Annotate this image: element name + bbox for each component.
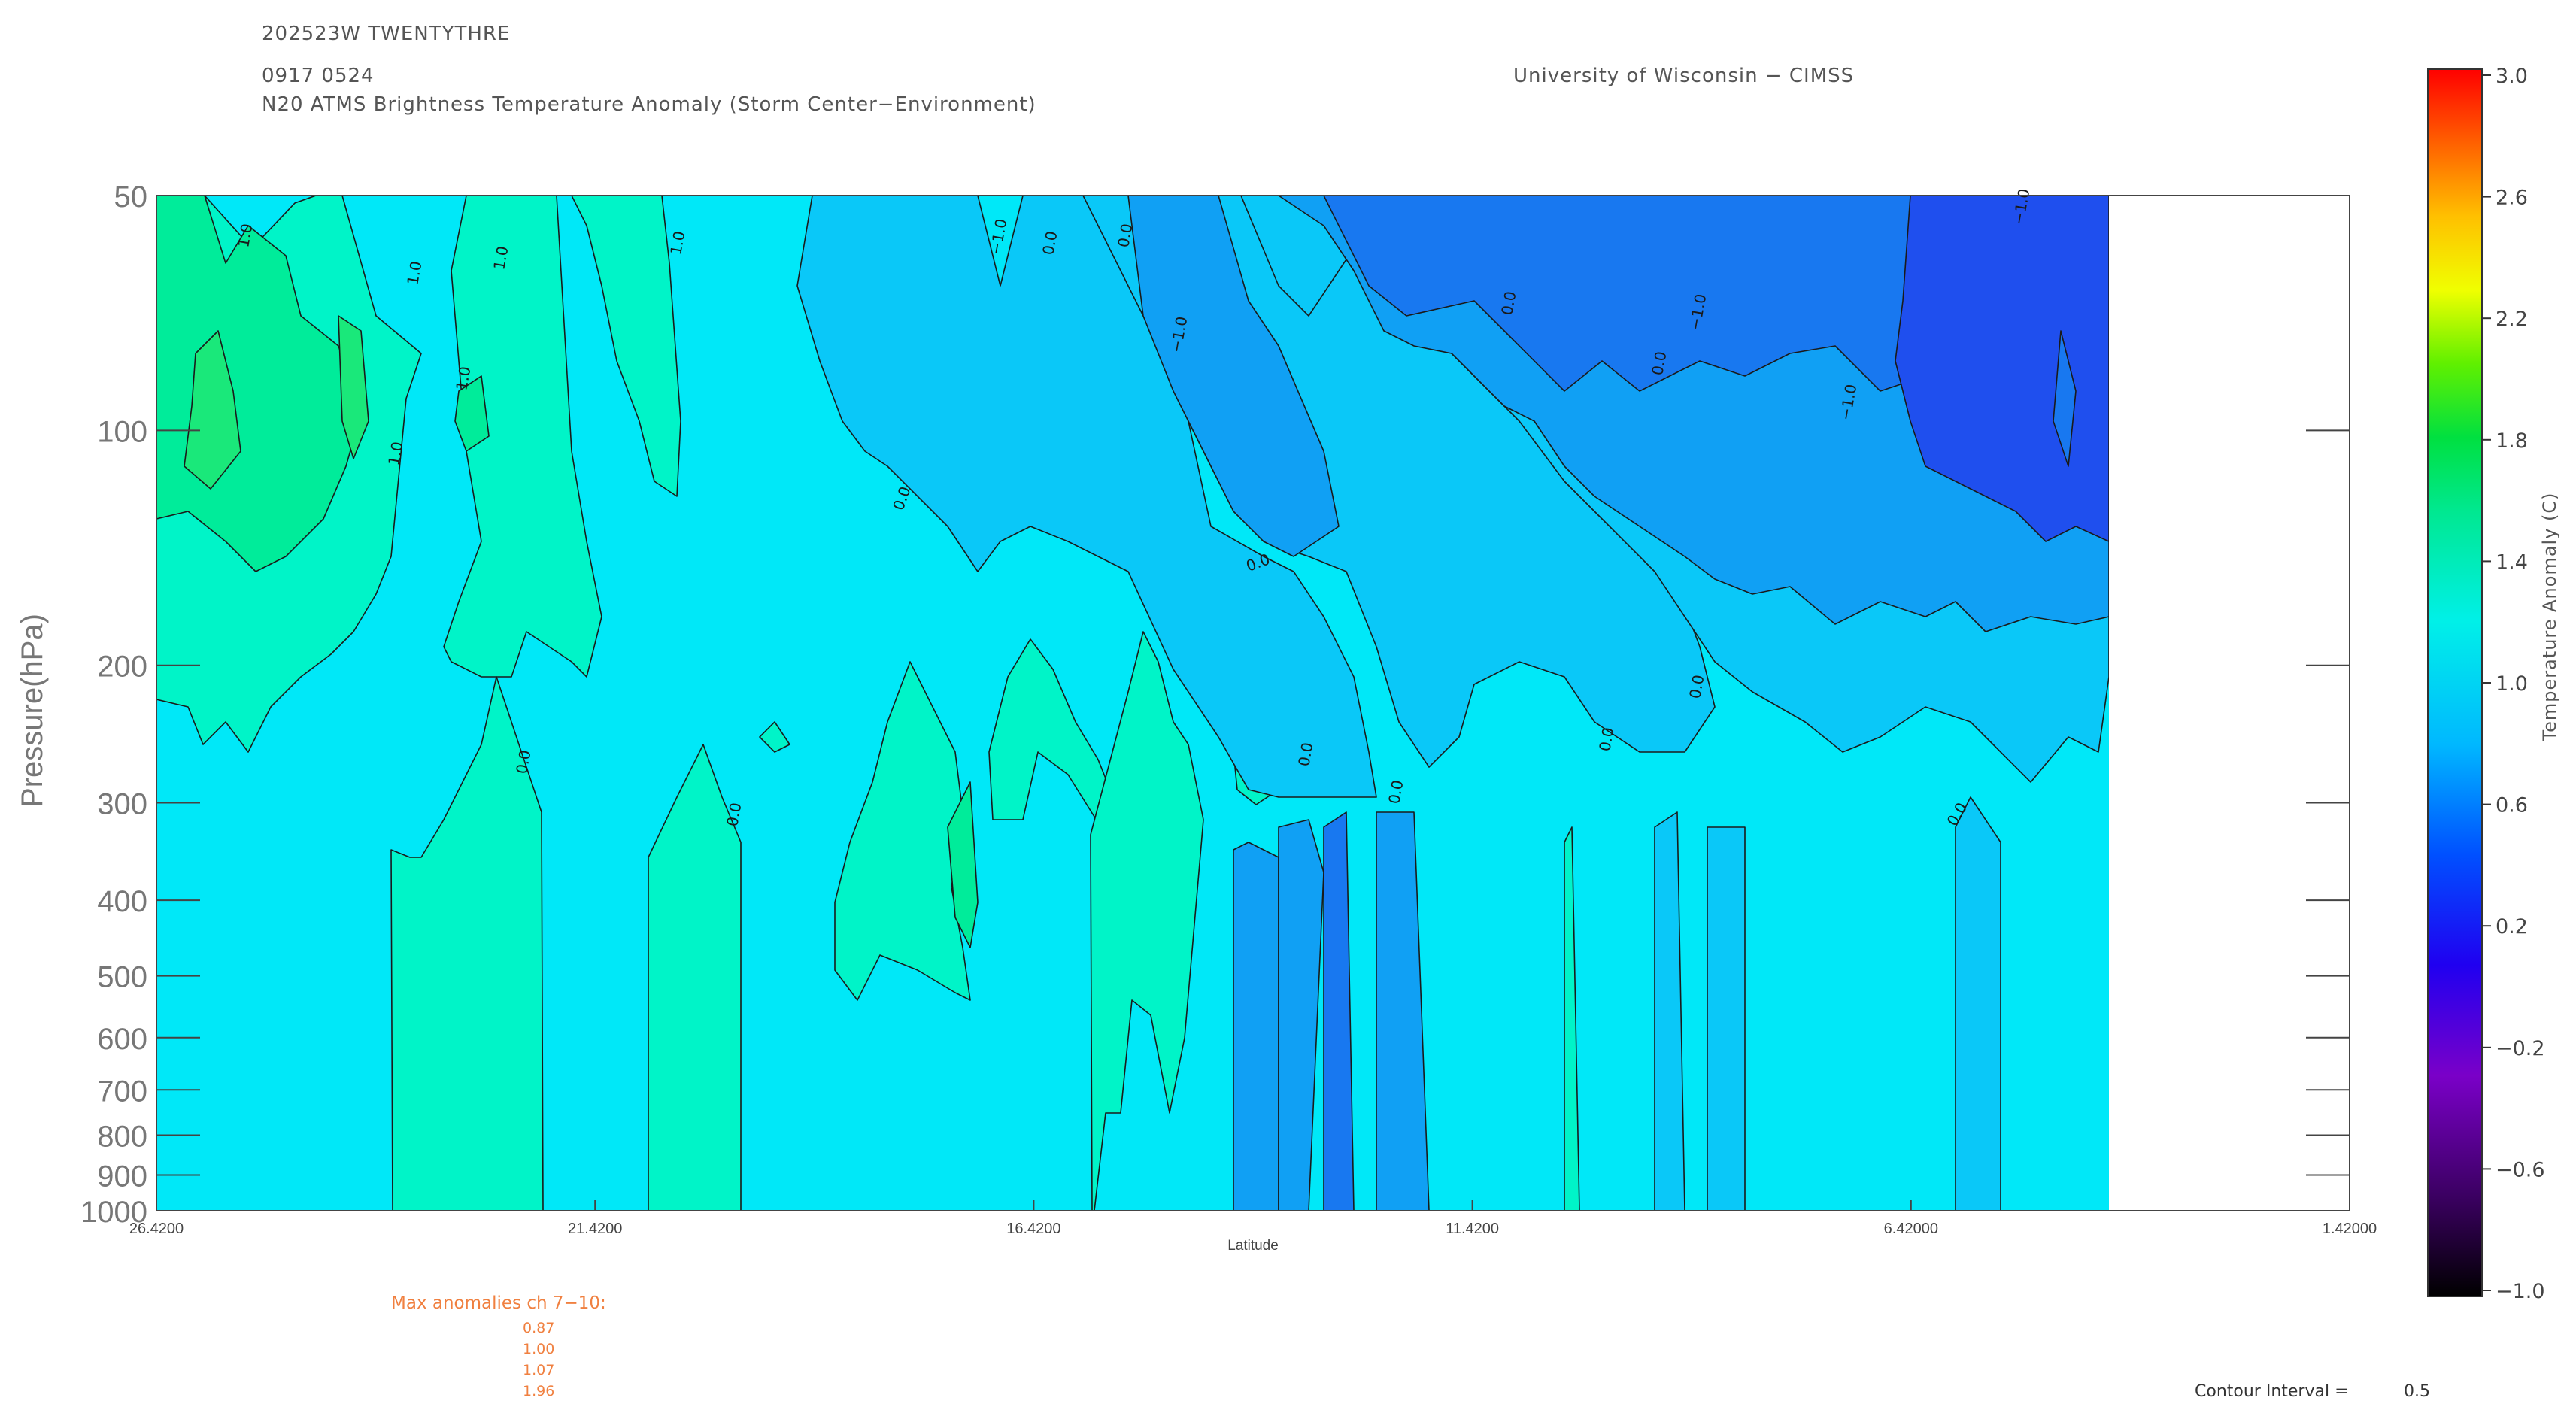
x-tick-label: 1.42000 [2323,1221,2377,1237]
warmer-cell [454,375,490,452]
datetime: 0917 0524 [262,65,375,87]
colorbar-tick-label: −1.0 [2496,1280,2545,1303]
warm-cell [759,721,790,753]
y-tick-label: 800 [97,1120,147,1153]
y-tick-label: 100 [97,415,147,448]
contour-label: 0.0 [1497,290,1519,316]
max-anomaly-value: 1.07 [523,1362,555,1378]
axes: 50 100 200 300 400 500 600 700 800 900100026.4200… [80,180,2377,1237]
x-tick-label: 26.4200 [129,1221,184,1237]
y-tick-label: 900 [97,1160,147,1193]
x-tick-label: 11.4200 [1446,1221,1499,1237]
warm-region [834,661,971,1001]
x-tick-label: 21.4200 [568,1221,622,1237]
colorbar-tick-label: 3.0 [2496,65,2528,88]
colorbar-tick-label: 0.6 [2496,794,2528,817]
cool-column [1233,842,1279,1211]
contour-label: 0.0 [1294,741,1316,767]
cool-column [1323,811,1355,1211]
warm-region [571,196,681,497]
colorbar-tick-label: 0.2 [2496,915,2528,939]
contour-label: 0.0 [1648,350,1670,376]
product-title: N20 ATMS Brightness Temperature Anomaly … [262,93,1036,116]
cool-column [1278,819,1324,1211]
colorbar-tick-label: 1.4 [2496,550,2528,574]
institution: University of Wisconsin − CIMSS [1513,65,1855,87]
colorbar-tick-label: 1.0 [2496,672,2528,696]
y-tick-label: 50 [114,180,148,214]
contour-label: 1.0 [452,365,474,391]
warm-column [648,744,742,1211]
warmer-cell [947,781,979,948]
cool-column [1376,811,1430,1211]
max-anomaly-value: 0.87 [523,1320,555,1336]
warmest-cell [184,330,241,490]
contour-label: 1.0 [384,440,406,466]
x-axis-label: Latitude [1227,1238,1279,1254]
warm-column [1564,826,1580,1211]
colorbar-tick-label: −0.6 [2496,1158,2545,1181]
contour-label: 0.0 [1595,726,1617,752]
warm-column [390,676,544,1211]
x-tick-label: 16.4200 [1006,1221,1060,1237]
plot-frame [156,195,2350,1211]
contour-label: 1.0 [490,244,511,271]
colorbar-tick-label: 2.2 [2496,308,2528,331]
contour-label: 1.0 [403,259,425,286]
colorbar [2427,68,2483,1297]
colorbar-ticks: 3.0 2.6 2.2 1.8 1.4 1.0 0.6 0.2 −0.2 −0.6 −1.0 [2482,65,2545,1303]
y-axis-label: Pressure(hPa) [16,614,49,808]
y-tick-label: 400 [97,885,147,918]
y-tick-label: 300 [97,787,147,820]
colorbar-tick-label: −0.2 [2496,1037,2545,1060]
contour-label: 0.0 [1114,222,1136,248]
colorbar-label: Temperature Anomaly (C) [2539,492,2560,741]
max-anomaly-value: 1.00 [523,1341,555,1357]
contour-interval-label: Contour Interval = [2195,1382,2349,1401]
contour-label: 0.0 [1039,229,1060,256]
warm-region [1090,631,1204,1211]
colorbar-tick-label: 2.6 [2496,186,2528,210]
cool-column [1654,811,1685,1211]
contour-label: 0.0 [1385,778,1406,805]
cold-cell [2053,330,2077,467]
y-tick-label: 700 [97,1075,147,1108]
contour-label: 1.0 [234,222,256,248]
colorbar-tick-label: 1.8 [2496,429,2528,453]
contour-label: 0.0 [1685,673,1707,699]
contour-label: 0.0 [723,801,745,827]
cool-column [1955,796,2001,1211]
contour-interval-value: 0.5 [2404,1382,2430,1401]
contour-label: 0.0 [512,748,534,775]
x-tick-label: 6.42000 [1884,1221,1938,1237]
max-anomalies-title: Max anomalies ch 7−10: [391,1293,606,1313]
y-tick-label: 200 [97,650,147,684]
warmest-cell [338,315,369,459]
cool-column [1707,826,1746,1211]
contour-label: 1.0 [666,229,688,256]
anomaly-field [156,196,2109,1211]
y-tick-label: 500 [97,961,147,994]
storm-id: 202523W TWENTYTHRE [262,23,511,45]
y-tick-label: 600 [97,1023,147,1056]
cooler-region [1127,196,1340,557]
max-anomaly-value: 1.96 [523,1383,555,1399]
coldest-region [1895,196,2109,542]
contour-labels: 1.0 1.0 1.0 1.0 1.0 1.0 0.0 0.0 0.0 0.0 0.0 0.0 0.0 0… [234,187,2033,829]
y-tick-label: 1000 [80,1196,147,1229]
